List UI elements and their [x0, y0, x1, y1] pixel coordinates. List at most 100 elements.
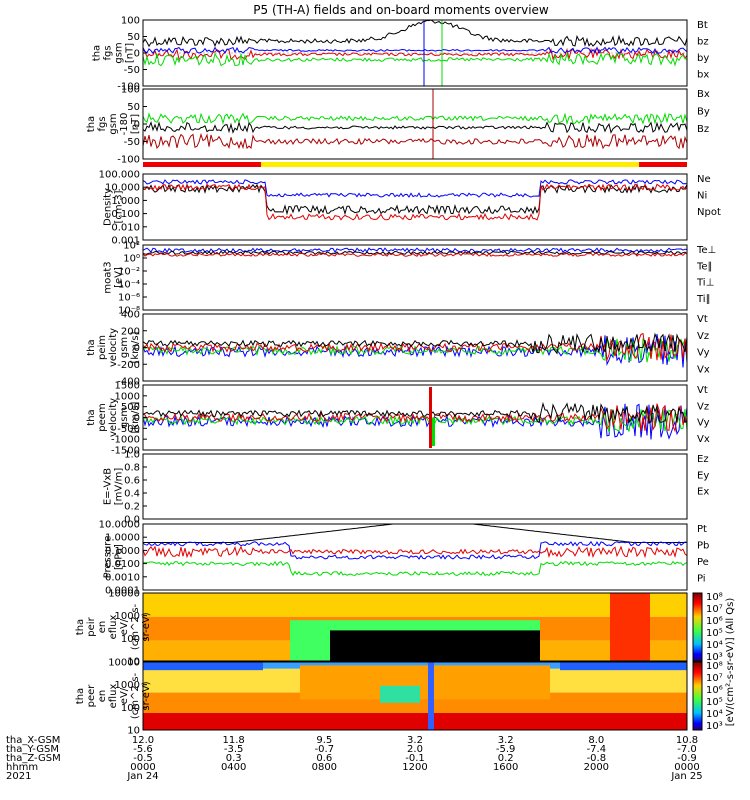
by-line: [142, 52, 688, 67]
xaxis-row-label: tha_X-GSM: [6, 735, 60, 746]
ytick-label: 10⁻⁸: [118, 306, 140, 317]
ytick-label: 100: [121, 703, 140, 714]
mode-bar-yellow: [261, 162, 639, 167]
bt-line: [142, 120, 688, 134]
xaxis-tick-x: 11.8: [223, 735, 245, 746]
chart-title: P5 (TH-A) fields and on-board moments ov…: [253, 3, 549, 17]
legend-Vz: Vz: [697, 331, 709, 342]
ylabel-line: tha: [75, 619, 86, 635]
ytick-label: -100: [117, 82, 140, 93]
ytick-label: 10⁻⁶: [118, 293, 140, 304]
colorbar-tick: 10⁷: [706, 604, 723, 615]
ylabel-line: eV/: [119, 687, 130, 704]
xaxis-tick-y: -0.7: [315, 744, 335, 755]
pe-line: [142, 560, 688, 577]
panel-frame: [142, 453, 688, 520]
ylabel-line: tha: [86, 409, 97, 425]
xaxis-tick-d: Jan 24: [126, 771, 158, 782]
ytick-label: 100: [121, 85, 140, 96]
ylabel-line: en: [97, 621, 108, 634]
x-axis: tha_X-GSMtha_Y-GSMtha_Z-GSMhhmm202112.0-…: [6, 735, 703, 782]
ytick-label: 0.0: [124, 515, 140, 526]
spectrogram-black-region: [330, 630, 540, 661]
ylabel-line: eV/: [119, 618, 130, 635]
bt-line: [142, 19, 688, 48]
xaxis-tick-t: 2000: [584, 762, 609, 773]
xaxis-tick-y: -5.9: [496, 744, 516, 755]
ytick-label: 50: [127, 32, 140, 43]
ylabel-line: peim: [97, 335, 108, 360]
xaxis-tick-z: 0.6: [316, 753, 332, 764]
legend-Ne: Ne: [697, 174, 711, 185]
xaxis-tick-d: Jan 25: [670, 771, 702, 782]
ytick-label: -100: [117, 155, 140, 166]
ylabel-line: [nT]: [125, 43, 136, 63]
ylabel-line: [eV]: [114, 267, 125, 288]
ylabel-line: (cm^2-s-: [130, 672, 141, 719]
legend-Bx: Bx: [697, 89, 710, 100]
ylabel-line: peem: [97, 403, 108, 431]
legend-bz: bz: [697, 37, 709, 48]
pb-line: [142, 545, 688, 559]
xaxis-tick-t: 0800: [312, 762, 337, 773]
panel-frame: [142, 88, 688, 160]
legend-Ti∥: Ti∥: [696, 294, 711, 305]
xaxis-tick-x: 9.5: [316, 735, 332, 746]
ylabel-line: tha: [86, 116, 97, 132]
mode-bar-red-right: [639, 162, 687, 167]
legend-Bt: Bt: [697, 20, 708, 31]
colorbar-bottom: [692, 661, 703, 731]
legend-Pe: Pe: [697, 557, 709, 568]
legend-By: By: [697, 107, 710, 118]
ylabel-line: gsm: [114, 42, 125, 63]
colorbar-tick: 10⁸: [706, 661, 723, 672]
ylabel-line: en: [97, 690, 108, 703]
ytick-label: 200: [121, 326, 140, 337]
ylabel-line: gsm: [108, 113, 119, 134]
colorbar-tick: 10⁸: [706, 592, 723, 603]
legend-bx: bx: [697, 70, 709, 81]
ytick-label: 10000: [108, 589, 140, 600]
colorbar-tick: 10⁴: [706, 709, 723, 720]
ylabel-line: [nT]: [130, 114, 141, 134]
ytick-label: -50: [124, 65, 140, 76]
xaxis-tick-t: 1600: [493, 762, 518, 773]
xaxis-tick-y: -5.6: [133, 744, 153, 755]
spectrogram-blue-stripe: [428, 662, 434, 730]
ylabel-line: fgs: [103, 45, 114, 60]
ylabel-line: E=-VxB: [103, 468, 114, 505]
vx-line: [142, 403, 688, 440]
panel-5: 400 200 0 -200 -400 tha peim velocity gsm [km/s] V…: [86, 310, 710, 388]
ylabel-line: [cm-3]: [114, 190, 125, 223]
xaxis-tick-t: 0000: [674, 762, 699, 773]
xaxis-tick-t: 1200: [402, 762, 427, 773]
ytick-label: 100.000: [99, 170, 140, 181]
legend-Vz: Vz: [697, 401, 709, 412]
panel-frame: [142, 592, 688, 662]
panel-frame: [142, 661, 688, 731]
ytick-label: 1.0: [124, 450, 140, 461]
legend-Pi: Pi: [697, 574, 706, 585]
legend-Pb: Pb: [697, 541, 709, 552]
ylabel-line: eflux: [108, 615, 119, 640]
spectrogram-band: [143, 713, 687, 730]
bz-line: [142, 132, 688, 150]
colorbar-tick: 10⁶: [706, 685, 723, 696]
ytick-label: 1500: [115, 381, 140, 392]
ytick-label: 0.6: [124, 476, 140, 487]
ytick-label: 10: [127, 657, 140, 668]
panel-3: 100.000 10.000 1.000 0.100 0.010 0.001 Density…: [99, 170, 721, 247]
xaxis-tick-z: 0.3: [226, 753, 242, 764]
legend-Ez: Ez: [697, 454, 709, 465]
vz-spike: [429, 387, 432, 448]
legend-Ey: Ey: [697, 470, 709, 481]
ylabel-line: sr-eV): [141, 612, 152, 641]
xaxis-tick-x: 3.2: [498, 735, 514, 746]
legend-Ni: Ni: [697, 191, 707, 202]
spectrogram-blue-top: [143, 662, 263, 671]
ylabel-line: gsm: [119, 337, 130, 358]
ytick-label: 1000: [115, 680, 140, 691]
legend-Te∥: Te∥: [696, 261, 713, 272]
tiperp-line: [142, 247, 688, 254]
